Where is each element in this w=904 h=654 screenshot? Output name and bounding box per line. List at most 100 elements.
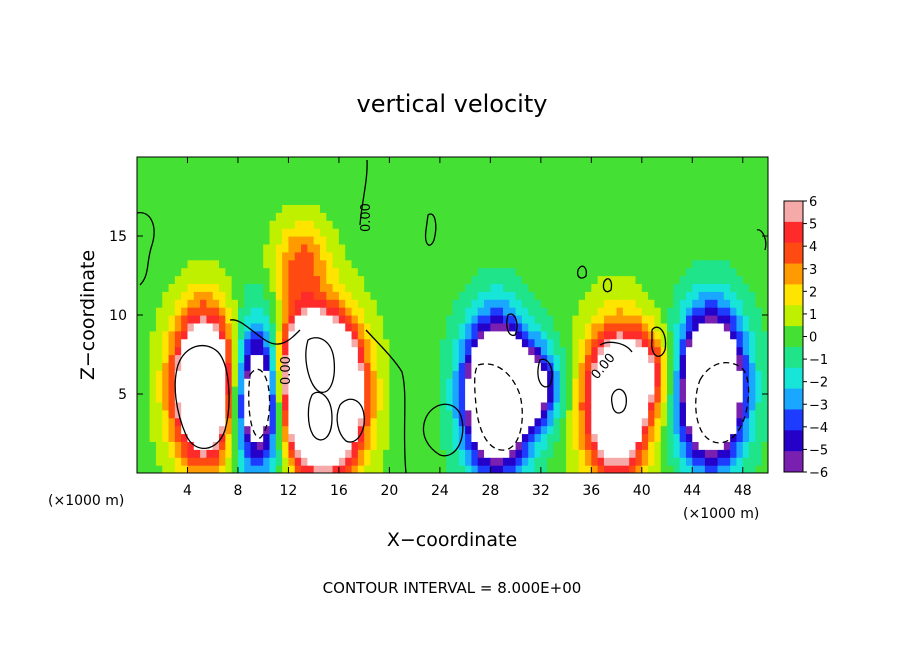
field-cell	[673, 275, 681, 284]
field-cell	[521, 338, 529, 348]
field-cell	[231, 394, 239, 403]
field-cell	[383, 370, 390, 379]
field-cell	[534, 338, 542, 348]
field-cell	[465, 283, 473, 292]
field-cell	[742, 220, 750, 229]
field-cell	[446, 417, 454, 427]
field-cell	[193, 251, 201, 261]
field-cell	[256, 196, 264, 205]
field-cell	[742, 425, 750, 435]
field-cell	[275, 330, 283, 340]
field-cell	[155, 338, 163, 348]
field-cell	[389, 291, 397, 300]
field-cell	[635, 425, 643, 435]
field-cell	[395, 180, 403, 190]
field-cell	[566, 346, 573, 356]
field-cell	[641, 188, 649, 198]
field-cell	[389, 315, 397, 324]
field-cell	[155, 425, 163, 435]
field-cell	[484, 457, 491, 466]
field-cell	[282, 188, 290, 198]
field-cell	[471, 465, 479, 473]
field-cell	[736, 212, 744, 221]
field-cell	[370, 449, 378, 458]
field-cell	[427, 441, 435, 450]
field-cell	[338, 370, 346, 379]
field-cell	[263, 338, 271, 348]
field-cell	[465, 188, 473, 198]
field-cell	[755, 417, 763, 427]
field-cell	[597, 220, 605, 229]
field-cell	[174, 370, 182, 379]
field-cell	[155, 236, 163, 245]
field-cell	[427, 433, 435, 442]
field-cell	[351, 267, 359, 277]
field-cell	[168, 204, 176, 213]
field-cell	[427, 354, 435, 363]
field-cell	[465, 394, 473, 403]
field-cell	[465, 449, 473, 458]
field-cell	[572, 425, 580, 435]
field-cell	[345, 204, 353, 213]
field-cell	[294, 441, 302, 450]
field-cell	[187, 322, 195, 332]
field-cell	[282, 394, 290, 403]
field-cell	[465, 417, 473, 427]
field-cell	[137, 394, 144, 403]
field-cell	[515, 417, 523, 427]
field-cell	[553, 259, 561, 269]
field-cell	[648, 228, 656, 237]
field-cell	[376, 220, 384, 229]
field-cell	[591, 267, 599, 277]
field-cell	[547, 172, 555, 182]
field-cell	[698, 259, 706, 269]
field-cell	[566, 204, 573, 213]
field-cell	[395, 220, 403, 229]
field-cell	[282, 243, 290, 253]
field-cell	[717, 180, 725, 190]
field-cell	[679, 322, 687, 332]
field-cell	[263, 457, 271, 466]
field-cell	[521, 236, 529, 245]
field-cell	[206, 172, 214, 182]
field-cell	[219, 251, 226, 261]
field-cell	[471, 275, 479, 284]
field-cell	[446, 370, 454, 379]
field-cell	[490, 441, 498, 450]
field-cell	[749, 370, 756, 379]
field-cell	[755, 251, 763, 261]
field-cell	[282, 157, 290, 166]
field-cell	[458, 267, 466, 277]
field-cell	[559, 251, 567, 261]
field-cell	[660, 338, 668, 348]
field-cell	[723, 417, 731, 427]
field-cell	[275, 196, 283, 205]
field-cell	[553, 441, 561, 450]
field-cell	[446, 322, 454, 332]
field-cell	[313, 172, 321, 182]
field-cell	[458, 204, 466, 213]
field-cell	[237, 299, 245, 308]
field-cell	[477, 330, 485, 340]
field-cell	[736, 354, 744, 363]
field-cell	[534, 322, 542, 332]
field-cell	[383, 212, 390, 221]
field-cell	[206, 251, 214, 261]
field-cell	[704, 433, 712, 442]
field-cell	[408, 275, 416, 284]
field-cell	[332, 220, 340, 229]
field-cell	[408, 180, 416, 190]
field-cell	[484, 315, 491, 324]
field-cell	[465, 228, 473, 237]
field-cell	[685, 275, 693, 284]
field-cell	[206, 378, 214, 387]
field-cell	[749, 267, 756, 277]
field-cell	[749, 275, 756, 284]
field-cell	[749, 204, 756, 213]
field-cell	[471, 441, 479, 450]
field-cell	[137, 425, 144, 435]
field-cell	[603, 433, 611, 442]
field-cell	[200, 449, 208, 458]
field-cell	[326, 441, 334, 450]
field-cell	[187, 394, 195, 403]
